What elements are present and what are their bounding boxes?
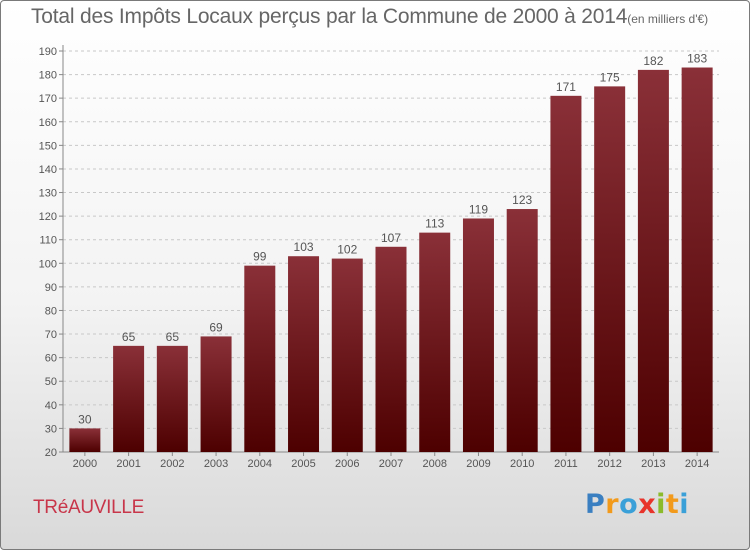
logo-letter: r — [605, 489, 620, 520]
bar-2010 — [506, 209, 538, 452]
y-tick-label: 90 — [45, 282, 57, 294]
y-tick-label: 70 — [45, 329, 57, 341]
value-label-2004: 99 — [253, 250, 267, 264]
x-tick-label-2010: 2010 — [510, 458, 534, 470]
x-tick-label-2004: 2004 — [248, 458, 272, 470]
value-label-2012: 175 — [600, 70, 620, 84]
bar-2009 — [462, 218, 494, 452]
x-tick-label-2001: 2001 — [116, 458, 140, 470]
y-tick-label: 50 — [45, 376, 57, 388]
value-label-2005: 103 — [294, 240, 314, 254]
value-label-2013: 182 — [643, 54, 663, 68]
y-tick-label: 30 — [45, 423, 57, 435]
y-tick-label: 110 — [39, 235, 57, 247]
logo-letter: i — [679, 489, 690, 520]
logo-letter: o — [619, 489, 639, 520]
value-label-2007: 107 — [381, 231, 401, 245]
value-label-2003: 69 — [209, 320, 223, 334]
y-tick-label: 160 — [39, 117, 57, 129]
bar-2012 — [594, 86, 626, 452]
bar-2008 — [419, 232, 451, 452]
y-tick-label: 120 — [39, 211, 57, 223]
value-label-2011: 171 — [556, 80, 576, 94]
bar-2003 — [200, 336, 232, 452]
logo-letter: P — [585, 489, 606, 520]
commune-name: TRéAUVILLE — [33, 497, 145, 518]
x-tick-label-2012: 2012 — [597, 458, 621, 470]
x-tick-label-2005: 2005 — [291, 458, 315, 470]
logo-letter: t — [665, 489, 680, 520]
x-tick-label-2008: 2008 — [422, 458, 446, 470]
x-tick-label-2011: 2011 — [554, 458, 578, 470]
value-label-2010: 123 — [512, 193, 532, 207]
x-tick-label-2000: 2000 — [73, 458, 97, 470]
x-tick-label-2009: 2009 — [466, 458, 490, 470]
value-label-2000: 30 — [78, 412, 92, 426]
chart-title-unit: (en milliers d'€) — [627, 12, 709, 26]
bar-2011 — [550, 95, 582, 452]
y-tick-label: 80 — [45, 305, 57, 317]
y-tick-label: 130 — [39, 188, 57, 200]
bar-2014 — [681, 67, 713, 452]
y-tick-label: 40 — [45, 400, 57, 412]
x-tick-label-2013: 2013 — [641, 458, 665, 470]
logo-letter: x — [638, 489, 657, 520]
chart-title: Total des Impôts Locaux perçus par la Co… — [31, 5, 708, 29]
bar-2004 — [244, 265, 276, 452]
logo-letter: i — [656, 489, 666, 520]
y-tick-label: 20 — [45, 447, 57, 459]
y-tick-label: 140 — [39, 164, 57, 176]
y-tick-label: 150 — [39, 140, 57, 152]
proxiti-logo: Proxiti — [585, 489, 689, 520]
bar-2002 — [156, 345, 188, 452]
y-tick-label: 170 — [39, 93, 57, 105]
value-label-2002: 65 — [166, 330, 180, 344]
bars — [69, 67, 713, 452]
value-label-2001: 65 — [122, 330, 136, 344]
y-tick-label: 60 — [45, 353, 57, 365]
bar-2005 — [288, 256, 320, 452]
x-tick-label-2002: 2002 — [160, 458, 184, 470]
bar-2013 — [637, 69, 669, 452]
value-label-2008: 113 — [425, 217, 444, 231]
bar-2001 — [113, 345, 145, 452]
value-label-2009: 119 — [469, 202, 488, 216]
x-tick-label-2006: 2006 — [335, 458, 359, 470]
y-tick-label: 100 — [39, 258, 57, 270]
x-tick-label-2003: 2003 — [204, 458, 228, 470]
bar-2006 — [331, 258, 363, 452]
value-label-2006: 102 — [337, 243, 357, 257]
value-label-2014: 183 — [687, 52, 707, 66]
value-labels: 30 65 65 69 99 103 102 107 113 119 123 171 175 182 183 — [78, 52, 707, 427]
x-tick-label-2007: 2007 — [379, 458, 403, 470]
bar-2000 — [69, 428, 101, 452]
bar-2007 — [375, 246, 407, 452]
y-tick-label: 190 — [39, 46, 57, 58]
y-tick-label: 180 — [39, 70, 57, 82]
x-tick-label-2014: 2014 — [685, 458, 709, 470]
chart-title-main: Total des Impôts Locaux perçus par la Co… — [31, 5, 628, 28]
